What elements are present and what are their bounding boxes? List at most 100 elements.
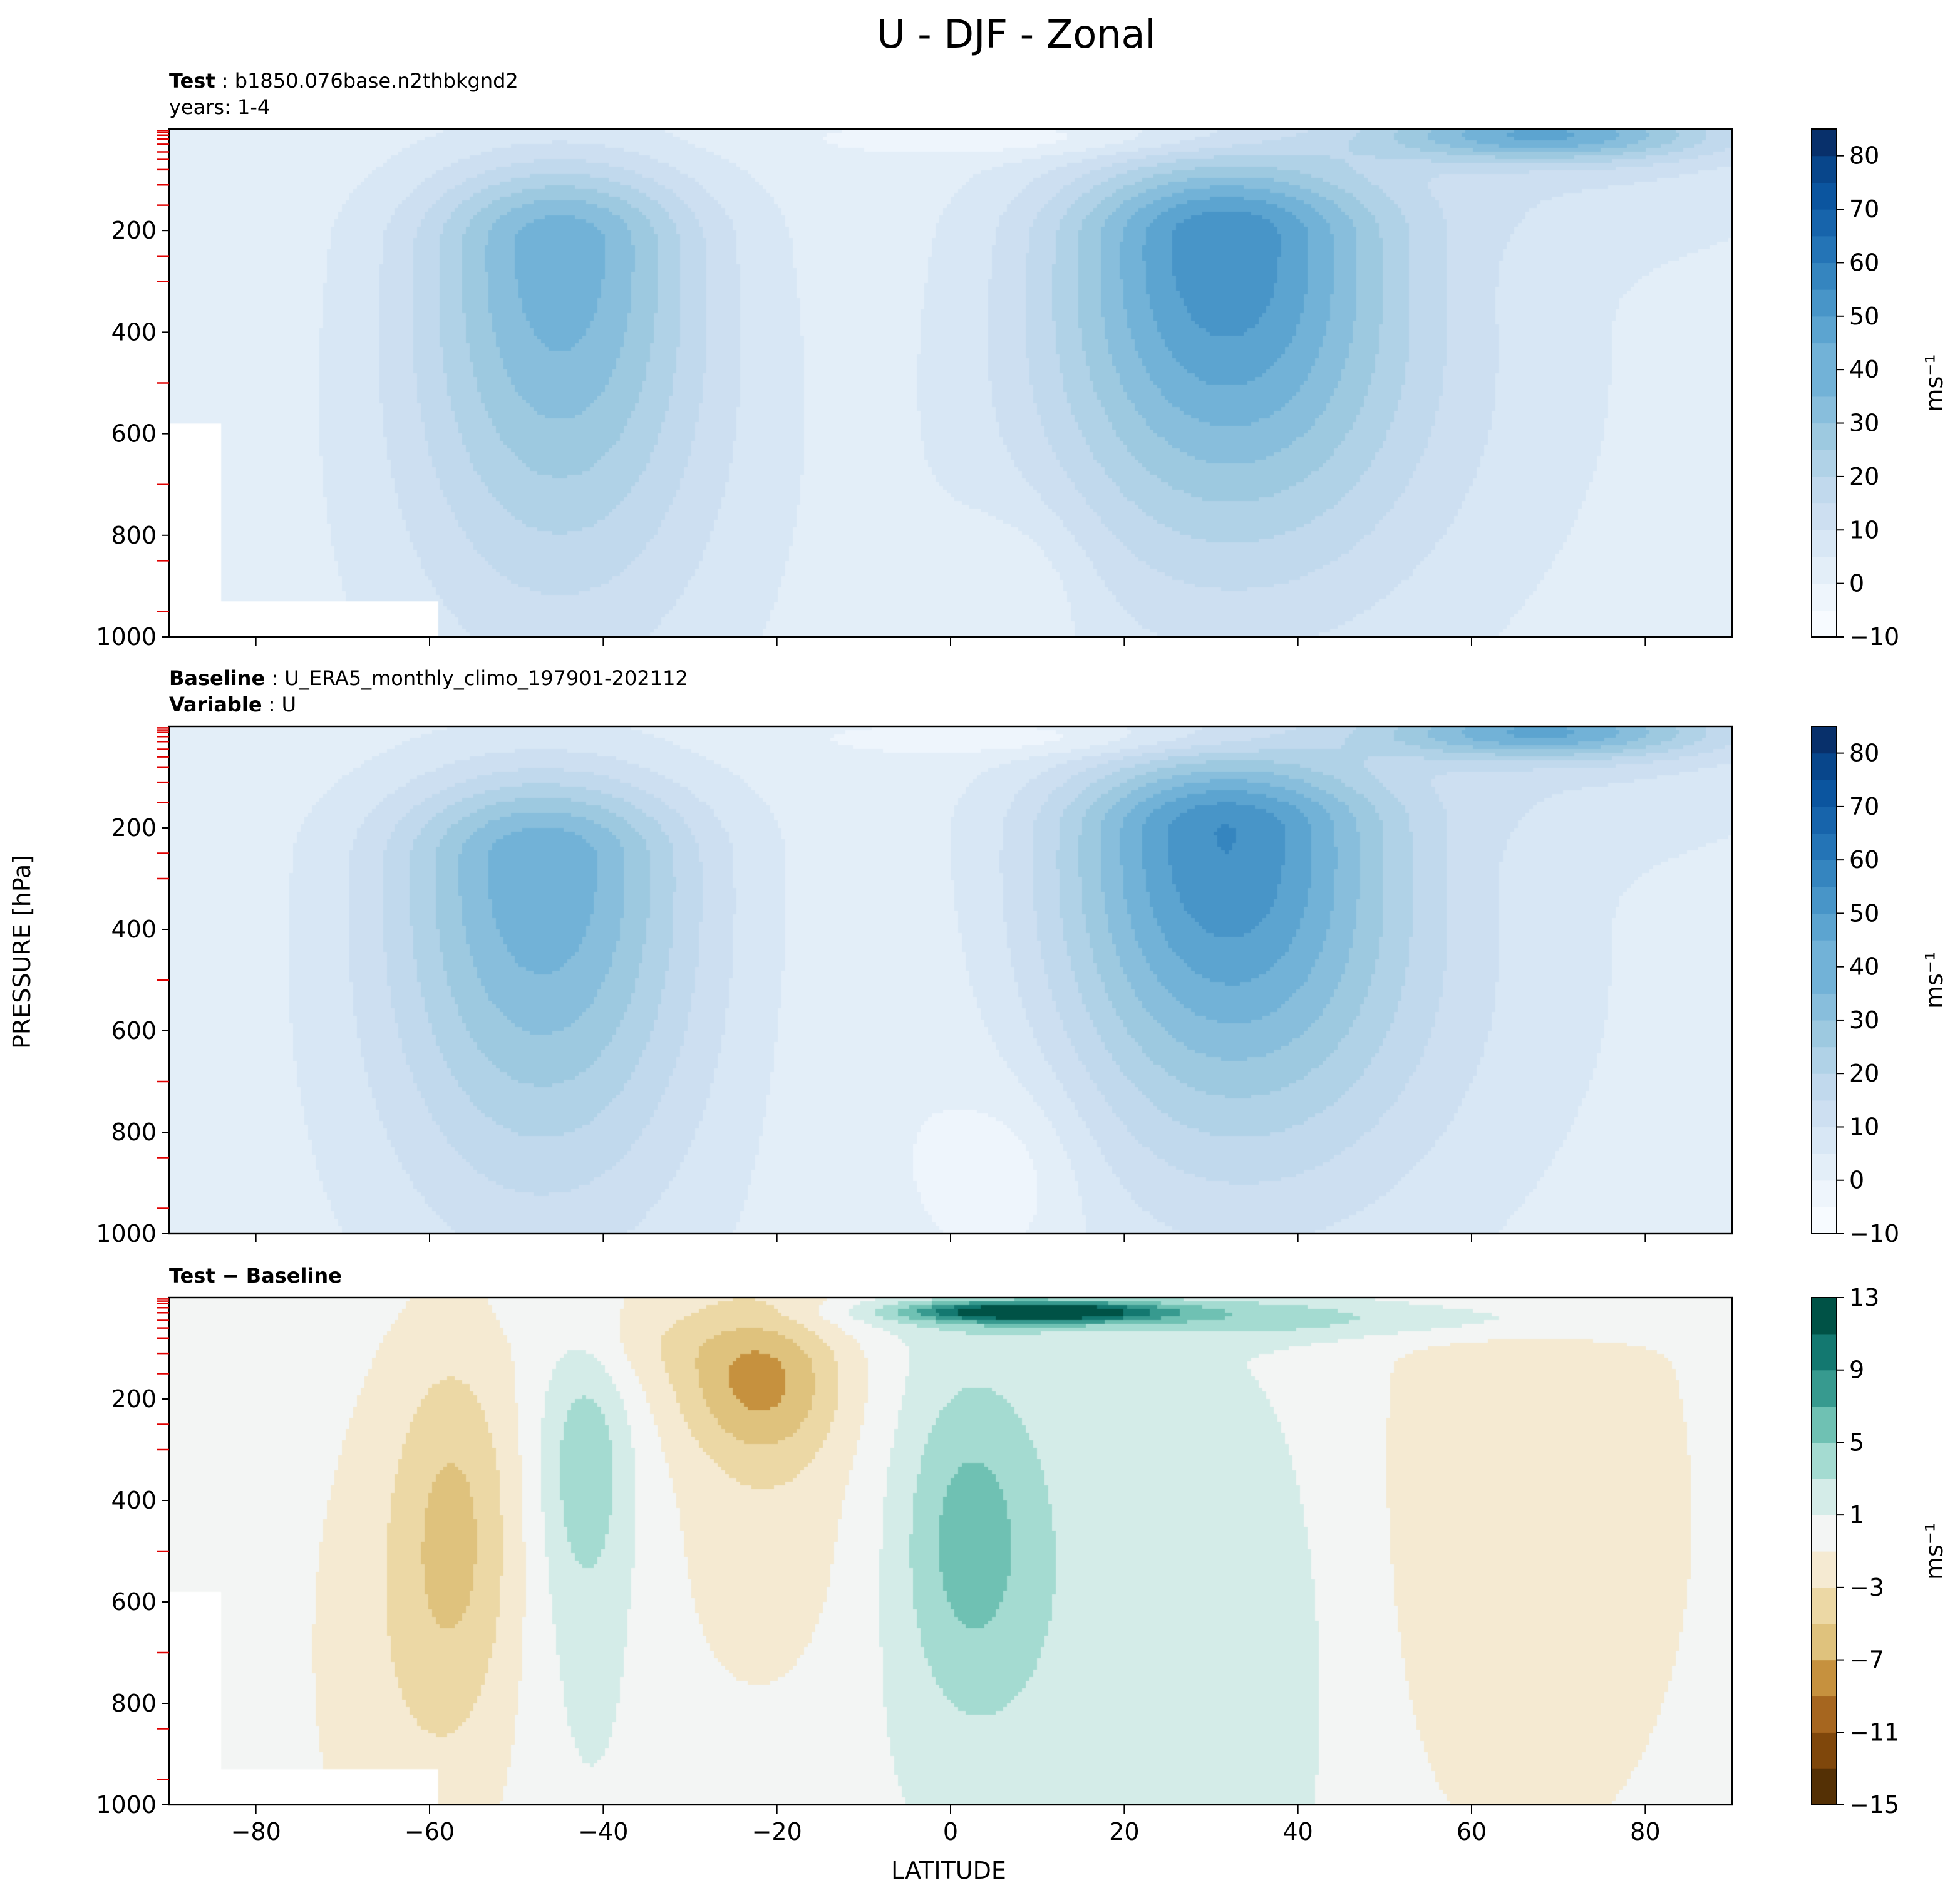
y-tick-label: 800 bbox=[111, 1690, 157, 1717]
colorbar-tick-label: 0 bbox=[1849, 570, 1864, 597]
colorbar-segment bbox=[1812, 1127, 1837, 1154]
colorbar-segment bbox=[1812, 1046, 1837, 1074]
panel-2-contour-field bbox=[169, 726, 1732, 1234]
colorbar-segment bbox=[1812, 886, 1837, 914]
colorbar-segment bbox=[1812, 1551, 1837, 1588]
colorbar-segment bbox=[1812, 235, 1837, 264]
x-tick-label: 60 bbox=[1457, 1818, 1487, 1846]
colorbar-tick-label: −11 bbox=[1849, 1718, 1899, 1746]
colorbar-tick-label: 30 bbox=[1849, 1006, 1879, 1034]
colorbar-segment bbox=[1812, 450, 1837, 477]
colorbar-tick-label: 70 bbox=[1849, 793, 1879, 820]
y-tick-label: 200 bbox=[111, 814, 157, 842]
colorbar-frame bbox=[1811, 128, 1837, 638]
colorbar-tick-label: −10 bbox=[1849, 1220, 1899, 1247]
colorbar-segment bbox=[1812, 726, 1837, 754]
colorbar-segment bbox=[1812, 993, 1837, 1021]
y-tick-label: 600 bbox=[111, 420, 157, 448]
colorbar-segment bbox=[1812, 289, 1837, 317]
colorbar-tick-label: −3 bbox=[1849, 1574, 1884, 1601]
colorbar-segment bbox=[1812, 1660, 1837, 1697]
colorbar-segment bbox=[1812, 1623, 1837, 1661]
colorbar-tick-label: 40 bbox=[1849, 356, 1879, 383]
colorbar-segment bbox=[1812, 209, 1837, 237]
colorbar-segment bbox=[1812, 262, 1837, 290]
colorbar-tick-label: 10 bbox=[1849, 516, 1879, 544]
colorbar-segment bbox=[1812, 1442, 1837, 1479]
colorbar-unit-label: ms⁻¹ bbox=[1921, 951, 1948, 1009]
y-tick-label: 400 bbox=[111, 916, 157, 943]
colorbar-segment bbox=[1812, 476, 1837, 504]
panel-2-title-line-1: Baseline : U_ERA5_monthly_climo_197901-2… bbox=[169, 666, 688, 690]
colorbar-segment bbox=[1812, 343, 1837, 370]
colorbar-tick-label: 40 bbox=[1849, 953, 1879, 981]
y-tick-label: 600 bbox=[111, 1588, 157, 1616]
panel-1-title-line-1: Test : b1850.076base.n2thbkgnd2 bbox=[169, 69, 518, 93]
panel-2-title-line-2: Variable : U bbox=[169, 693, 296, 716]
colorbar-tick-label: 13 bbox=[1849, 1284, 1879, 1311]
colorbar-segment bbox=[1812, 1207, 1837, 1234]
y-axis-label: PRESSURE [hPa] bbox=[8, 855, 36, 1049]
colorbar-segment bbox=[1812, 966, 1837, 994]
x-tick-label: 20 bbox=[1109, 1818, 1139, 1846]
colorbar-tick-label: 1 bbox=[1849, 1501, 1864, 1529]
colorbar-segment bbox=[1812, 860, 1837, 887]
colorbar-segment bbox=[1812, 155, 1837, 183]
x-tick-label: −40 bbox=[578, 1818, 628, 1846]
x-axis-label: LATITUDE bbox=[891, 1857, 1006, 1884]
colorbar-tick-label: 50 bbox=[1849, 899, 1879, 927]
figure-title: U - DJF - Zonal bbox=[877, 11, 1156, 57]
colorbar-segment bbox=[1812, 833, 1837, 860]
colorbar-tick-label: 20 bbox=[1849, 463, 1879, 490]
colorbar-unit-label: ms⁻¹ bbox=[1921, 1522, 1948, 1580]
colorbar-segment bbox=[1812, 423, 1837, 450]
colorbar-tick-label: 50 bbox=[1849, 302, 1879, 330]
colorbar-tick-label: 80 bbox=[1849, 142, 1879, 170]
y-tick-label: 400 bbox=[111, 318, 157, 346]
panel-2-colorbar: −10 0 10 20 30 40 50 60 70 80 ms⁻¹ bbox=[1811, 726, 1948, 1247]
panel-3-contour-field bbox=[169, 1298, 1732, 1805]
colorbar-segment bbox=[1812, 1370, 1837, 1407]
colorbar-segment bbox=[1812, 1768, 1837, 1805]
colorbar-segment bbox=[1812, 556, 1837, 584]
colorbar-segment bbox=[1812, 396, 1837, 424]
panel-1-colorbar: −10 0 10 20 30 40 50 60 70 80 ms⁻¹ bbox=[1811, 128, 1948, 651]
colorbar-tick-label: 60 bbox=[1849, 846, 1879, 874]
colorbar-segment bbox=[1812, 316, 1837, 344]
y-tick-label: 200 bbox=[111, 217, 157, 244]
y-tick-label: 600 bbox=[111, 1017, 157, 1045]
panel-1-title-line-2: years: 1-4 bbox=[169, 95, 270, 119]
colorbar-frame bbox=[1811, 726, 1837, 1234]
colorbar-tick-label: 60 bbox=[1849, 249, 1879, 276]
colorbar-segment bbox=[1812, 806, 1837, 834]
x-tick-label: −20 bbox=[752, 1818, 802, 1846]
y-tick-label: 800 bbox=[111, 522, 157, 549]
colorbar-segment bbox=[1812, 583, 1837, 611]
colorbar-segment bbox=[1812, 1587, 1837, 1624]
x-tick-label: −80 bbox=[231, 1818, 281, 1846]
colorbar-tick-label: 0 bbox=[1849, 1167, 1864, 1194]
colorbar-segment bbox=[1812, 129, 1837, 157]
colorbar-segment bbox=[1812, 1696, 1837, 1733]
colorbar-tick-label: 9 bbox=[1849, 1356, 1864, 1384]
colorbar-segment bbox=[1812, 182, 1837, 210]
colorbar-segment bbox=[1812, 530, 1837, 557]
colorbar-segment bbox=[1812, 940, 1837, 968]
panel-1-contour-field bbox=[169, 129, 1732, 637]
colorbar-tick-label: 10 bbox=[1849, 1113, 1879, 1140]
colorbar-segment bbox=[1812, 1180, 1837, 1207]
colorbar-segment bbox=[1812, 1333, 1837, 1371]
colorbar-segment bbox=[1812, 1100, 1837, 1128]
x-tick-label: −60 bbox=[405, 1818, 455, 1846]
panel-2: Baseline : U_ERA5_monthly_climo_197901-2… bbox=[96, 666, 1948, 1247]
colorbar-tick-label: 20 bbox=[1849, 1060, 1879, 1087]
y-tick-label: 800 bbox=[111, 1118, 157, 1146]
colorbar-tick-label: −15 bbox=[1849, 1791, 1899, 1819]
panel-3-title-line-1: Test − Baseline bbox=[169, 1264, 342, 1288]
colorbar-segment bbox=[1812, 1406, 1837, 1443]
colorbar-segment bbox=[1812, 503, 1837, 530]
colorbar-segment bbox=[1812, 1479, 1837, 1515]
colorbar-tick-label: 80 bbox=[1849, 740, 1879, 767]
